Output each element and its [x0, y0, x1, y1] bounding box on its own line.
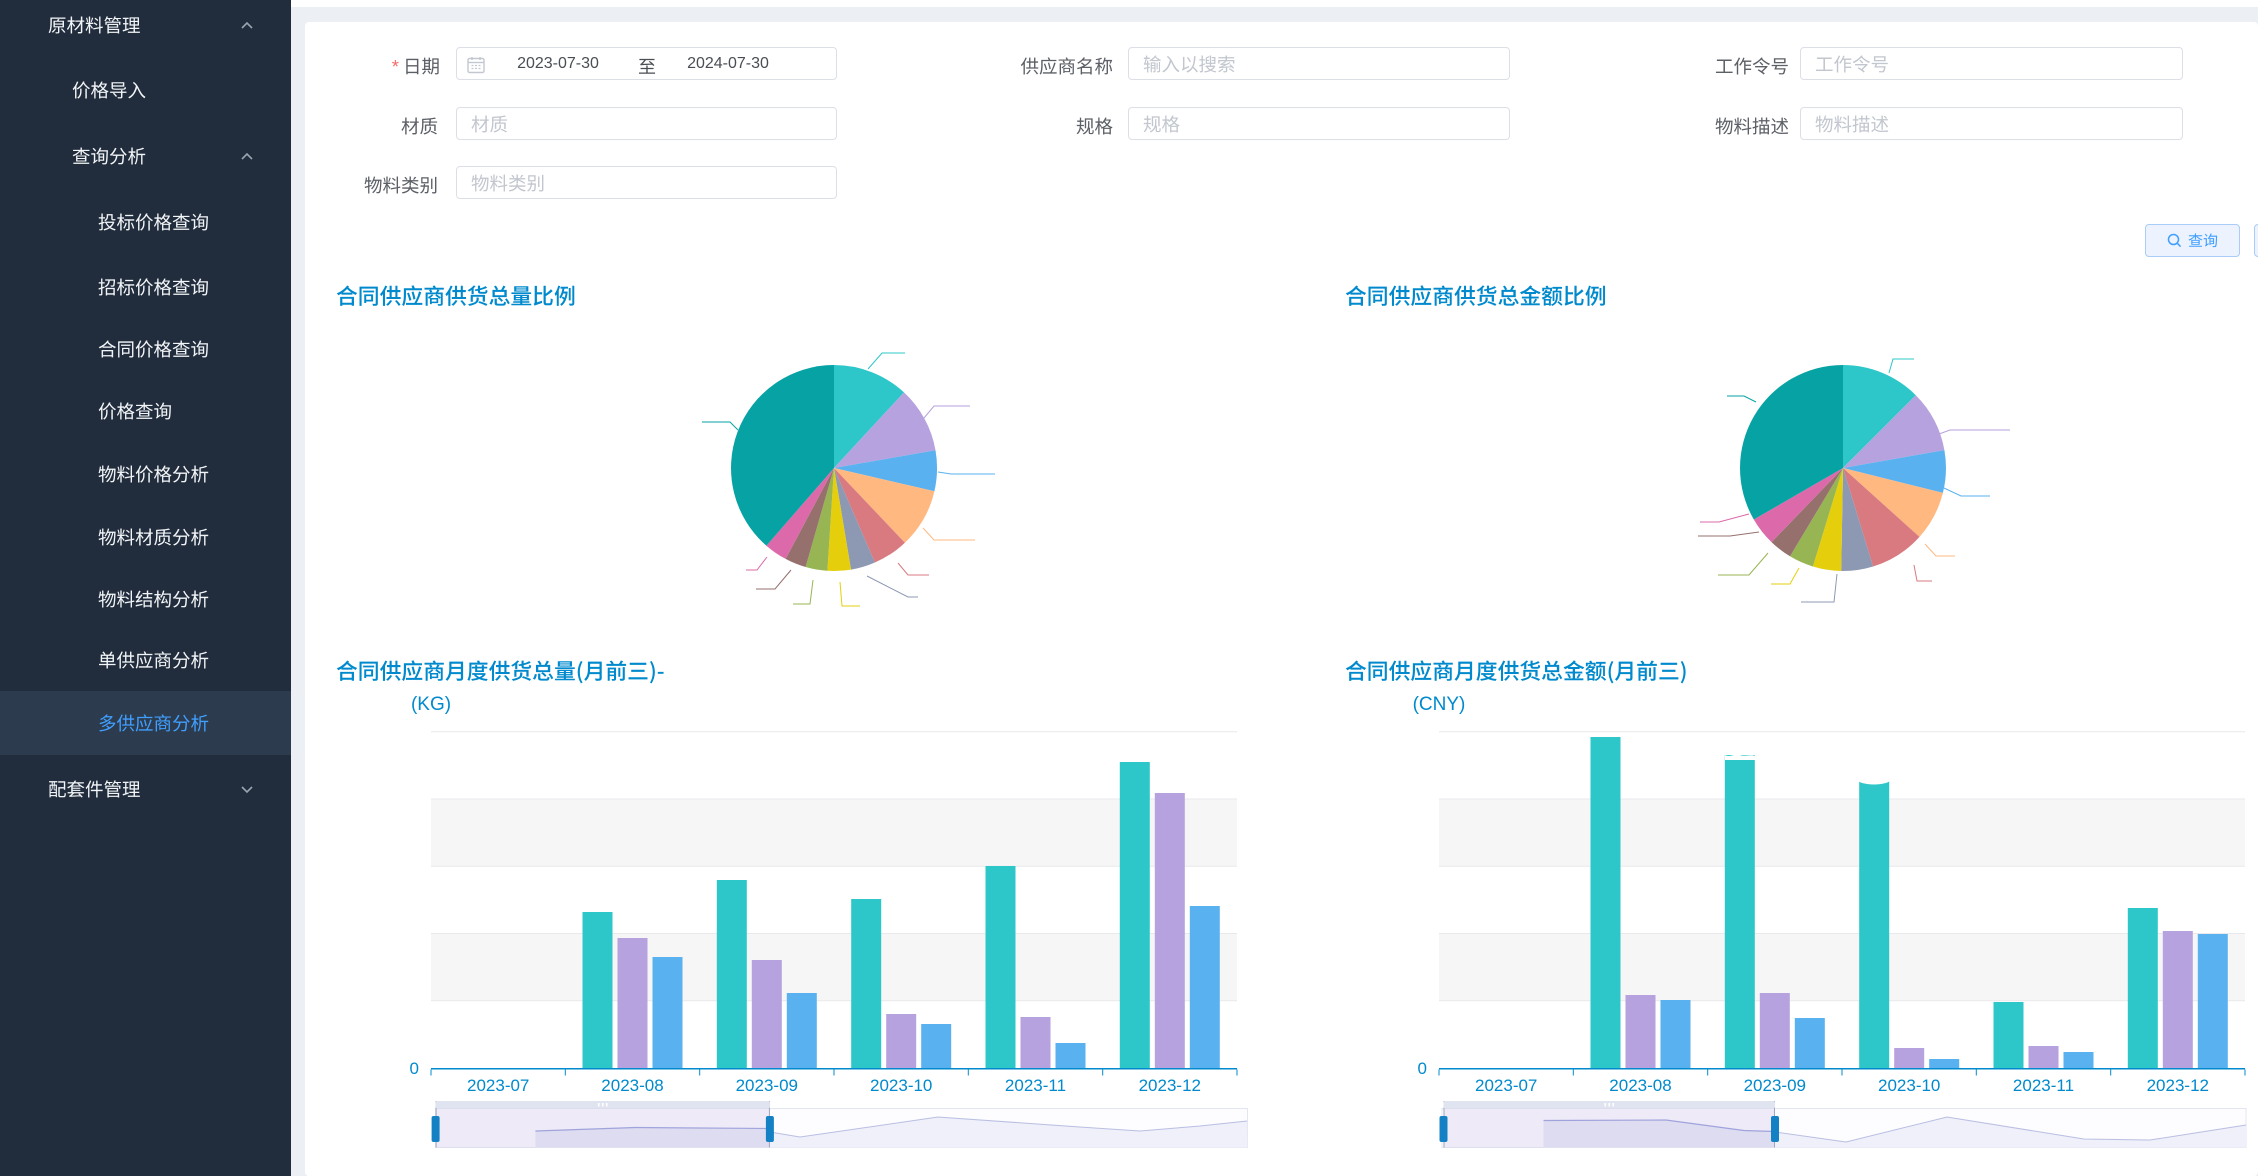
svg-text:2023-07: 2023-07 [1475, 1076, 1537, 1095]
svg-text:2023-09: 2023-09 [1744, 1076, 1806, 1095]
svg-text:合同供应商月度供货总金额(月前三): 合同供应商月度供货总金额(月前三) [1345, 655, 1688, 686]
svg-text:合同供应商供货总量比例: 合同供应商供货总量比例 [336, 280, 576, 311]
svg-text:2023-10: 2023-10 [1878, 1076, 1940, 1095]
svg-text:2023-10: 2023-10 [870, 1076, 932, 1095]
svg-text:2023-11: 2023-11 [1005, 1076, 1066, 1095]
svg-text:合同供应商供货总金额比例: 合同供应商供货总金额比例 [1345, 280, 1607, 311]
svg-text:0: 0 [1418, 1059, 1427, 1078]
svg-text:2023-08: 2023-08 [601, 1076, 663, 1095]
svg-text:2023-07: 2023-07 [467, 1076, 529, 1095]
svg-text:2023-11: 2023-11 [2013, 1076, 2074, 1095]
svg-text:0: 0 [410, 1059, 419, 1078]
svg-text:2023-08: 2023-08 [1609, 1076, 1671, 1095]
svg-text:2023-12: 2023-12 [1139, 1076, 1201, 1095]
svg-text:合同供应商月度供货总量(月前三)-: 合同供应商月度供货总量(月前三)- [336, 655, 665, 686]
svg-text:2023-12: 2023-12 [2147, 1076, 2209, 1095]
svg-text:(KG): (KG) [411, 694, 451, 715]
svg-text:(CNY): (CNY) [1413, 694, 1466, 715]
svg-text:2023-09: 2023-09 [736, 1076, 798, 1095]
